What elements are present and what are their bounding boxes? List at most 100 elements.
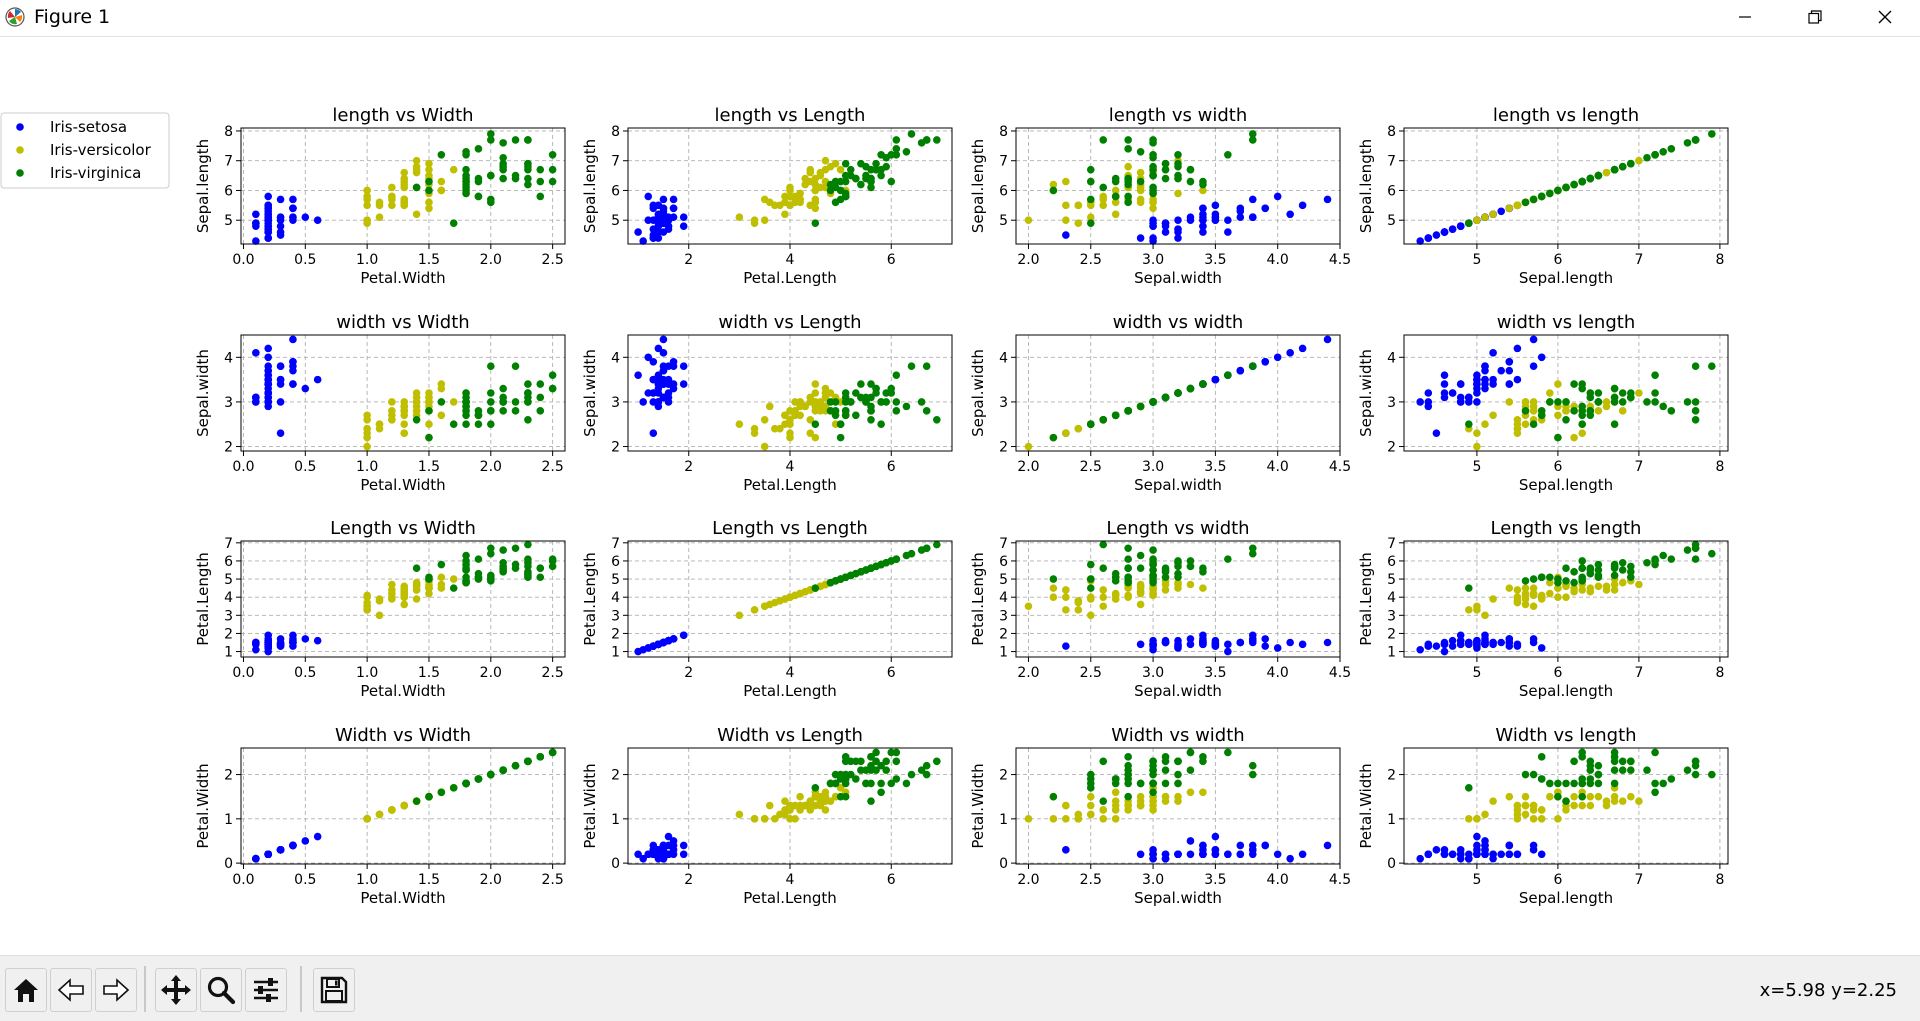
data-point xyxy=(1594,398,1603,406)
data-point xyxy=(1529,584,1538,592)
data-point xyxy=(1489,349,1497,357)
y-axis-label: Sepal.width xyxy=(194,349,212,437)
x-axis-label: Sepal.length xyxy=(1519,476,1613,494)
data-point xyxy=(1149,573,1157,582)
data-point xyxy=(1578,753,1586,761)
data-point xyxy=(1610,398,1619,406)
data-point xyxy=(375,611,384,620)
data-point xyxy=(412,168,421,177)
data-point xyxy=(1111,573,1120,582)
data-point xyxy=(1578,380,1586,388)
scatter-matrix-figure: 0.0 0.5 1.0 1.5 2.0 2.5 5 6 7 8 length vs Width Pet… xyxy=(0,105,1729,907)
x-tick-label: 0.5 xyxy=(294,872,316,888)
data-point xyxy=(750,429,759,437)
data-point xyxy=(669,384,678,393)
pan-button[interactable] xyxy=(155,968,197,1012)
data-point xyxy=(375,201,384,210)
data-point xyxy=(375,597,384,605)
data-point xyxy=(781,411,789,420)
data-point xyxy=(841,398,850,406)
data-point xyxy=(499,159,507,168)
data-point xyxy=(806,429,815,437)
x-tick-label: 8 xyxy=(1715,872,1724,888)
x-tick-label: 2.5 xyxy=(542,459,564,475)
axes-frame xyxy=(240,127,566,245)
data-point xyxy=(437,584,446,592)
data-point xyxy=(1594,779,1603,788)
data-point xyxy=(1521,792,1530,801)
y-tick-label: 3 xyxy=(1387,608,1396,624)
data-point xyxy=(877,788,885,797)
data-point xyxy=(1111,815,1120,823)
subplot-title: Length vs Length xyxy=(712,518,868,539)
data-point xyxy=(1529,846,1538,854)
data-point xyxy=(1627,792,1635,801)
subplot-title: length vs Length xyxy=(715,105,866,126)
data-point xyxy=(1174,578,1182,587)
data-point xyxy=(1161,580,1170,589)
y-tick-label: 8 xyxy=(224,124,233,140)
x-tick-label: 7 xyxy=(1634,252,1643,268)
data-point xyxy=(499,568,507,576)
data-point xyxy=(1236,850,1245,859)
data-point xyxy=(1062,846,1070,854)
data-point xyxy=(1248,631,1257,640)
x-tick-label: 2.5 xyxy=(542,872,564,888)
data-point xyxy=(1481,611,1489,620)
data-point xyxy=(1086,195,1095,204)
data-point xyxy=(1554,584,1562,592)
restore-button[interactable] xyxy=(1780,0,1850,34)
data-point xyxy=(1062,231,1070,239)
y-axis-label: Petal.Width xyxy=(194,763,212,848)
minimize-button[interactable] xyxy=(1710,0,1780,34)
data-point xyxy=(1124,177,1132,186)
data-point xyxy=(933,757,941,766)
x-axis-label: Petal.Width xyxy=(360,476,445,494)
data-point xyxy=(1049,180,1058,189)
close-button[interactable] xyxy=(1850,0,1920,34)
data-point xyxy=(289,631,297,640)
data-point xyxy=(654,640,663,649)
x-tick-label: 3.0 xyxy=(1142,459,1164,475)
data-point xyxy=(806,806,815,814)
data-point xyxy=(363,606,371,614)
data-point xyxy=(425,165,433,174)
zoom-button[interactable] xyxy=(200,968,242,1012)
home-button[interactable] xyxy=(5,968,47,1012)
save-button[interactable] xyxy=(313,968,355,1012)
forward-button[interactable] xyxy=(95,968,137,1012)
data-point xyxy=(933,136,941,144)
x-tick-label: 1.0 xyxy=(356,665,378,681)
figure-canvas[interactable]: 0.0 0.5 1.0 1.5 2.0 2.5 5 6 7 8 length vs Width Pet… xyxy=(0,37,1920,955)
data-point xyxy=(922,362,931,371)
data-point xyxy=(1286,854,1294,863)
data-point xyxy=(1562,398,1570,406)
data-point xyxy=(1546,779,1554,788)
data-point xyxy=(1537,850,1546,859)
data-point xyxy=(1521,584,1530,592)
data-point xyxy=(826,578,835,587)
data-point xyxy=(862,779,870,788)
data-point xyxy=(867,380,875,388)
data-point xyxy=(760,195,769,204)
data-point xyxy=(1149,165,1157,174)
data-point xyxy=(1465,854,1473,863)
x-tick-label: 6 xyxy=(887,459,896,475)
data-point xyxy=(1174,150,1182,159)
back-button[interactable] xyxy=(50,968,92,1012)
data-point xyxy=(654,228,663,236)
data-point xyxy=(511,398,520,406)
data-point xyxy=(1186,165,1195,174)
data-point xyxy=(1298,344,1307,353)
configure-subplots-button[interactable] xyxy=(245,968,287,1012)
data-point xyxy=(872,159,880,168)
data-point xyxy=(1440,380,1449,388)
data-point xyxy=(1124,792,1132,801)
x-tick-label: 3.5 xyxy=(1204,252,1226,268)
subplot-title: width vs length xyxy=(1497,312,1635,333)
data-point xyxy=(735,810,744,819)
data-point xyxy=(536,407,545,415)
data-point xyxy=(907,130,916,138)
data-point xyxy=(1323,841,1332,850)
data-point xyxy=(781,210,789,219)
